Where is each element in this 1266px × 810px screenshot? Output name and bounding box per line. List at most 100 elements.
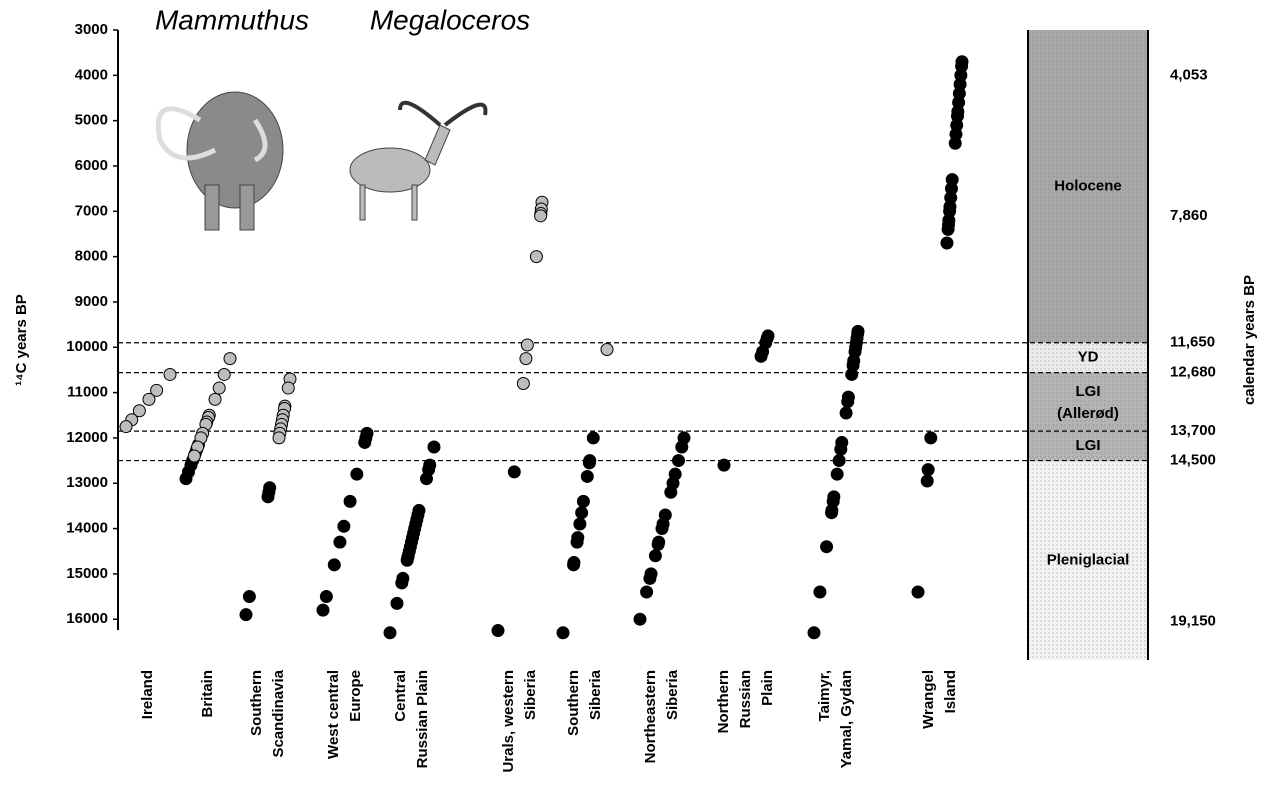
y-tick-label: 12000 xyxy=(66,429,108,446)
point xyxy=(664,485,678,499)
y2-tick-label: 7,860 xyxy=(1170,207,1208,224)
point xyxy=(655,522,669,536)
point xyxy=(491,624,505,638)
point xyxy=(582,456,596,470)
points xyxy=(119,55,969,640)
y-tick-label: 8000 xyxy=(75,248,108,265)
y-tick-label: 7000 xyxy=(75,202,108,219)
point xyxy=(358,435,372,449)
point xyxy=(281,381,295,395)
x-tick-label: Russian xyxy=(737,670,754,728)
point xyxy=(556,626,570,640)
point xyxy=(223,352,237,366)
point xyxy=(395,576,409,590)
point xyxy=(239,608,253,622)
point xyxy=(640,585,654,599)
point xyxy=(319,590,333,604)
point xyxy=(573,517,587,531)
y-tick-label: 15000 xyxy=(66,565,108,582)
point xyxy=(212,381,226,395)
y-tick-label: 4000 xyxy=(75,66,108,83)
point xyxy=(516,377,530,391)
y2-tick-label: 19,150 xyxy=(1170,612,1216,629)
y2-tick-label: 4,053 xyxy=(1170,66,1208,83)
point xyxy=(337,519,351,533)
point xyxy=(941,222,955,236)
y-tick-label: 5000 xyxy=(75,112,108,129)
y-axis-label: ¹⁴C years BP xyxy=(13,294,30,386)
point xyxy=(717,458,731,472)
point xyxy=(633,612,647,626)
point xyxy=(839,406,853,420)
point xyxy=(400,553,414,567)
x-tick-label: Island xyxy=(942,670,959,713)
zone-label: Pleniglacial xyxy=(1047,551,1130,568)
zone-label: LGI xyxy=(1076,383,1101,400)
point xyxy=(841,395,855,409)
y2-axis-label: calendar years BP xyxy=(1241,275,1258,405)
point xyxy=(948,136,962,150)
point xyxy=(570,535,584,549)
series-title: Megaloceros xyxy=(370,4,530,35)
series-title: Mammuthus xyxy=(155,4,309,35)
point xyxy=(813,585,827,599)
point xyxy=(651,537,665,551)
point xyxy=(820,540,834,554)
point xyxy=(576,494,590,508)
zone-label: LGI xyxy=(1076,437,1101,454)
x-tick-label: Taimyr, xyxy=(816,670,833,721)
x-tick-label: Northeastern xyxy=(642,670,659,763)
point xyxy=(419,472,433,486)
point xyxy=(825,506,839,520)
point xyxy=(383,626,397,640)
point xyxy=(924,431,938,445)
point xyxy=(316,603,330,617)
y-tick-label: 3000 xyxy=(75,21,108,38)
zone-texture xyxy=(1028,342,1148,373)
point xyxy=(940,236,954,250)
zone-label: Holocene xyxy=(1054,177,1122,194)
zone-label: YD xyxy=(1078,349,1099,366)
point xyxy=(242,590,256,604)
point xyxy=(834,442,848,456)
point xyxy=(534,209,548,223)
point xyxy=(832,454,846,468)
point xyxy=(333,535,347,549)
point xyxy=(163,367,177,381)
point xyxy=(208,392,222,406)
point xyxy=(529,250,543,264)
x-tick-label: Siberia xyxy=(522,669,539,720)
x-tick-label: Ireland xyxy=(139,670,156,719)
megaloceros-illustration xyxy=(349,100,488,221)
x-tick-label: Southern xyxy=(248,670,265,736)
point xyxy=(519,352,533,366)
zone-label: (Allerød) xyxy=(1057,405,1119,422)
x-tick-label: Northern xyxy=(715,670,732,733)
point xyxy=(648,549,662,563)
point xyxy=(217,367,231,381)
y-tick-label: 14000 xyxy=(66,520,108,537)
point xyxy=(675,440,689,454)
x-tick-label: Plain xyxy=(759,670,776,706)
y2-tick-label: 14,500 xyxy=(1170,452,1216,469)
y2-tick-label: 11,650 xyxy=(1170,334,1215,351)
point xyxy=(586,431,600,445)
point xyxy=(575,506,589,520)
point xyxy=(845,367,859,381)
x-tick-label: Russian Plain xyxy=(414,670,431,768)
point xyxy=(187,449,201,463)
mammoth-illustration xyxy=(155,91,284,231)
x-tick-label: Europe xyxy=(347,670,364,722)
point xyxy=(911,585,925,599)
point xyxy=(142,392,156,406)
x-tick-label: Southern xyxy=(565,670,582,736)
point xyxy=(520,338,534,352)
point xyxy=(119,420,133,434)
point xyxy=(807,626,821,640)
point xyxy=(920,474,934,488)
point xyxy=(350,467,364,481)
point xyxy=(343,494,357,508)
x-tick-label: Urals, western xyxy=(500,670,517,773)
y-tick-label: 9000 xyxy=(75,293,108,310)
